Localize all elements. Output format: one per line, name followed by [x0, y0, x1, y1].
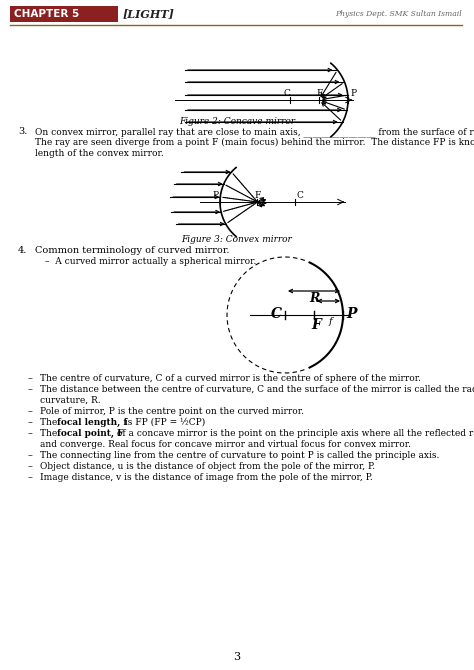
Text: f: f: [328, 316, 332, 326]
Text: CHAPTER 5: CHAPTER 5: [14, 9, 79, 19]
Text: The centre of curvature, C of a curved mirror is the centre of sphere of the mir: The centre of curvature, C of a curved m…: [40, 374, 421, 383]
Text: P: P: [346, 307, 356, 321]
Text: On convex mirror, parallel ray that are close to main axis, ________________ fro: On convex mirror, parallel ray that are …: [35, 127, 474, 137]
Text: of a concave mirror is the point on the principle axis where all the reflected r: of a concave mirror is the point on the …: [114, 429, 474, 438]
Text: focal point, F: focal point, F: [57, 429, 124, 438]
Text: The: The: [40, 429, 60, 438]
Bar: [10, 6, 118, 22]
Text: Figure 2: Concave mirror: Figure 2: Concave mirror: [179, 117, 295, 126]
Text: The connecting line from the centre of curvature to point P is called the princi: The connecting line from the centre of c…: [40, 451, 439, 460]
Text: –: –: [28, 473, 33, 482]
Text: –  A curved mirror actually a spherical mirror.: – A curved mirror actually a spherical m…: [45, 257, 256, 266]
Text: Pole of mirror, P is the centre point on the curved mirror.: Pole of mirror, P is the centre point on…: [40, 407, 304, 416]
Text: –: –: [28, 385, 33, 394]
Text: [LIGHT]: [LIGHT]: [123, 9, 175, 19]
Text: Common terminology of curved mirror.: Common terminology of curved mirror.: [35, 246, 229, 255]
Text: –: –: [28, 451, 33, 460]
Text: focal length, f: focal length, f: [57, 418, 127, 427]
Text: P: P: [212, 191, 218, 200]
Text: C: C: [271, 307, 282, 321]
Text: is FP (FP = ½CP): is FP (FP = ½CP): [122, 418, 205, 427]
Text: –: –: [28, 407, 33, 416]
Text: 3: 3: [233, 652, 241, 662]
Text: –: –: [28, 462, 33, 471]
Text: C: C: [297, 191, 304, 200]
Text: curvature, R.: curvature, R.: [40, 396, 100, 405]
Text: R: R: [309, 292, 319, 305]
Text: C: C: [284, 89, 291, 98]
Text: –: –: [28, 429, 33, 438]
Text: P: P: [350, 89, 356, 98]
Text: 4.: 4.: [18, 246, 27, 255]
Text: Physics Dept. SMK Sultan Ismail: Physics Dept. SMK Sultan Ismail: [335, 10, 462, 18]
Text: –: –: [28, 418, 33, 427]
Text: The: The: [40, 418, 60, 427]
Text: The ray are seen diverge from a point F (main focus) behind the mirror.  The dis: The ray are seen diverge from a point F …: [35, 138, 474, 147]
Text: F: F: [316, 89, 322, 98]
Text: 3.: 3.: [18, 127, 27, 136]
Text: The distance between the centre of curvature, C and the surface of the mirror is: The distance between the centre of curva…: [40, 385, 474, 394]
Text: length of the convex mirror.: length of the convex mirror.: [35, 149, 164, 158]
Text: Object distance, u is the distance of object from the pole of the mirror, P.: Object distance, u is the distance of ob…: [40, 462, 375, 471]
Text: F: F: [311, 318, 321, 332]
Text: –: –: [28, 374, 33, 383]
Text: Figure 3: Convex mirror: Figure 3: Convex mirror: [182, 235, 292, 244]
Text: Image distance, v is the distance of image from the pole of the mirror, P.: Image distance, v is the distance of ima…: [40, 473, 373, 482]
Text: F: F: [255, 191, 261, 200]
Text: and converge. Real focus for concave mirror and virtual focus for convex mirror.: and converge. Real focus for concave mir…: [40, 440, 411, 449]
